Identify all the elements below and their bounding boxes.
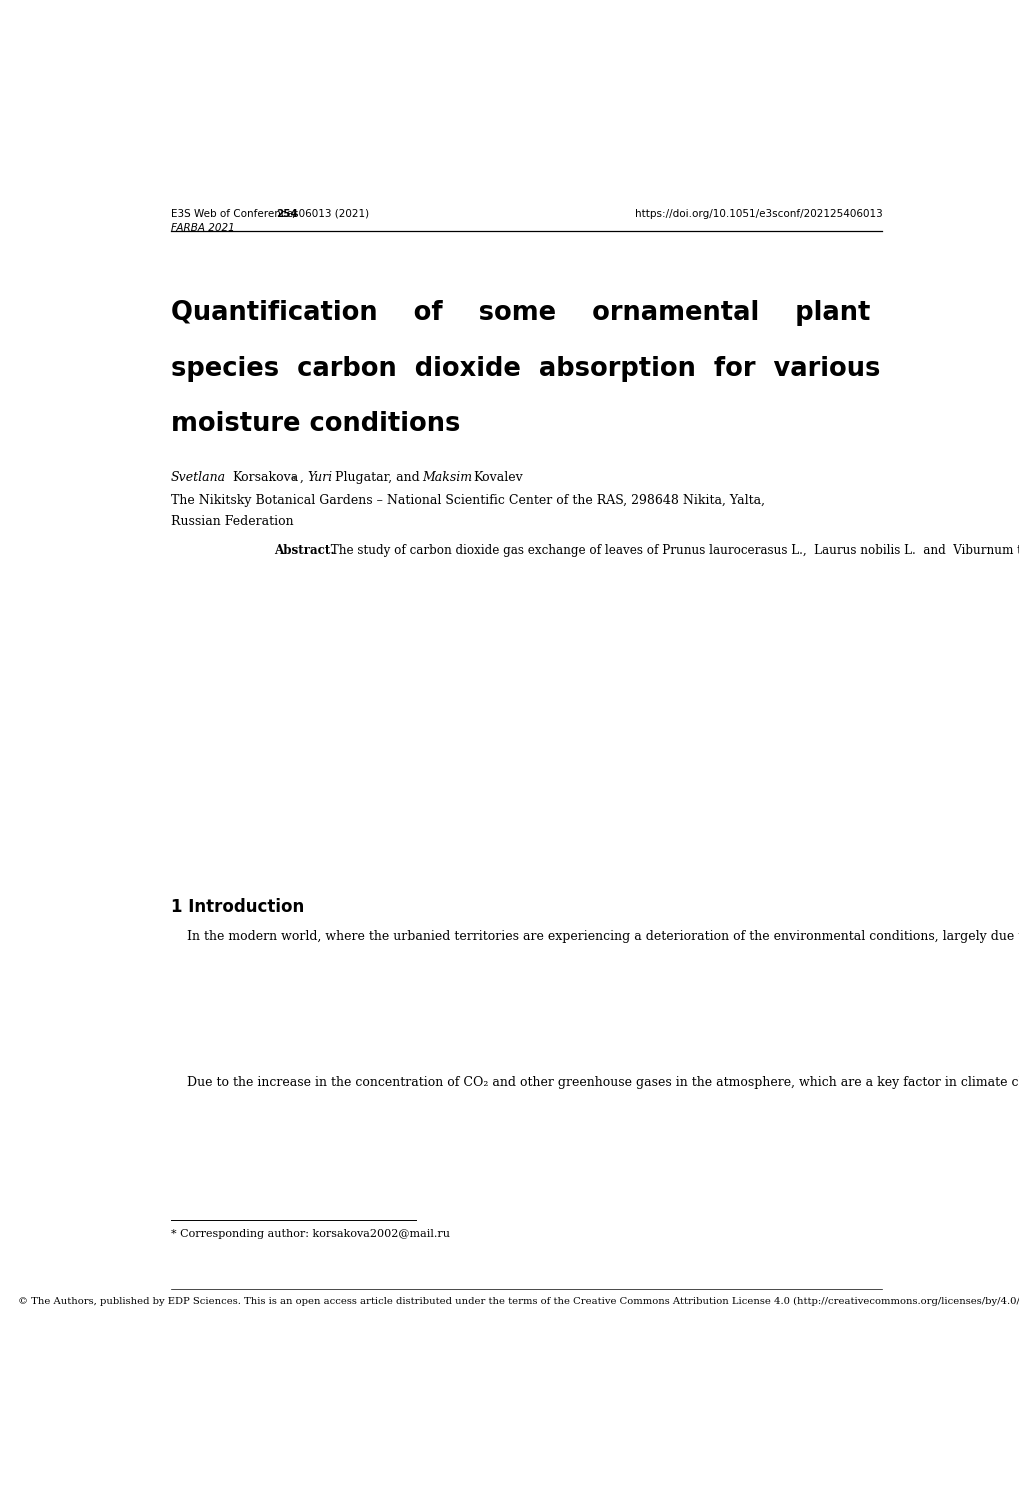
Text: E3S Web of Conferences: E3S Web of Conferences xyxy=(171,209,302,219)
Text: 254: 254 xyxy=(276,209,298,219)
Text: moisture conditions: moisture conditions xyxy=(171,411,460,436)
Text: FARBA 2021: FARBA 2021 xyxy=(171,222,234,232)
Text: Abstract.: Abstract. xyxy=(273,544,334,556)
Text: Plugatar, and: Plugatar, and xyxy=(334,471,419,484)
Text: Due to the increase in the concentration of CO₂ and other greenhouse gases in th: Due to the increase in the concentration… xyxy=(171,1077,1019,1089)
Text: Svetlana: Svetlana xyxy=(171,471,226,484)
Text: * Corresponding author: korsakova2002@mail.ru: * Corresponding author: korsakova2002@ma… xyxy=(171,1228,449,1239)
Text: , 06013 (2021): , 06013 (2021) xyxy=(291,209,369,219)
Text: Russian Federation: Russian Federation xyxy=(171,514,293,528)
Text: The study of carbon dioxide gas exchange of leaves of Prunus laurocerasus L.,  L: The study of carbon dioxide gas exchange… xyxy=(327,544,1019,556)
Text: 1 Introduction: 1 Introduction xyxy=(171,898,304,916)
Text: Korsakova: Korsakova xyxy=(231,471,298,484)
Text: Maksim: Maksim xyxy=(422,471,472,484)
Text: Kovalev: Kovalev xyxy=(473,471,523,484)
Text: In the modern world, where the urbani​ed territories are experiencing a deterior: In the modern world, where the urbani​ed… xyxy=(171,930,1019,942)
Text: Yuri: Yuri xyxy=(308,471,332,484)
Text: © The Authors, published by EDP Sciences. This is an open access article distrib: © The Authors, published by EDP Sciences… xyxy=(18,1298,1019,1306)
Text: The Nikitsky Botanical Gardens – National Scientific Center of the RAS, 298648 N: The Nikitsky Botanical Gardens – Nationa… xyxy=(171,494,764,507)
Text: *: * xyxy=(291,476,297,484)
Text: Quantification    of    some    ornamental    plant: Quantification of some ornamental plant xyxy=(171,300,869,326)
Text: ,: , xyxy=(300,471,304,484)
Text: https://doi.org/10.1051/e3sconf/202125406013: https://doi.org/10.1051/e3sconf/20212540… xyxy=(634,209,881,219)
Text: species  carbon  dioxide  absorption  for  various: species carbon dioxide absorption for va… xyxy=(171,356,879,381)
